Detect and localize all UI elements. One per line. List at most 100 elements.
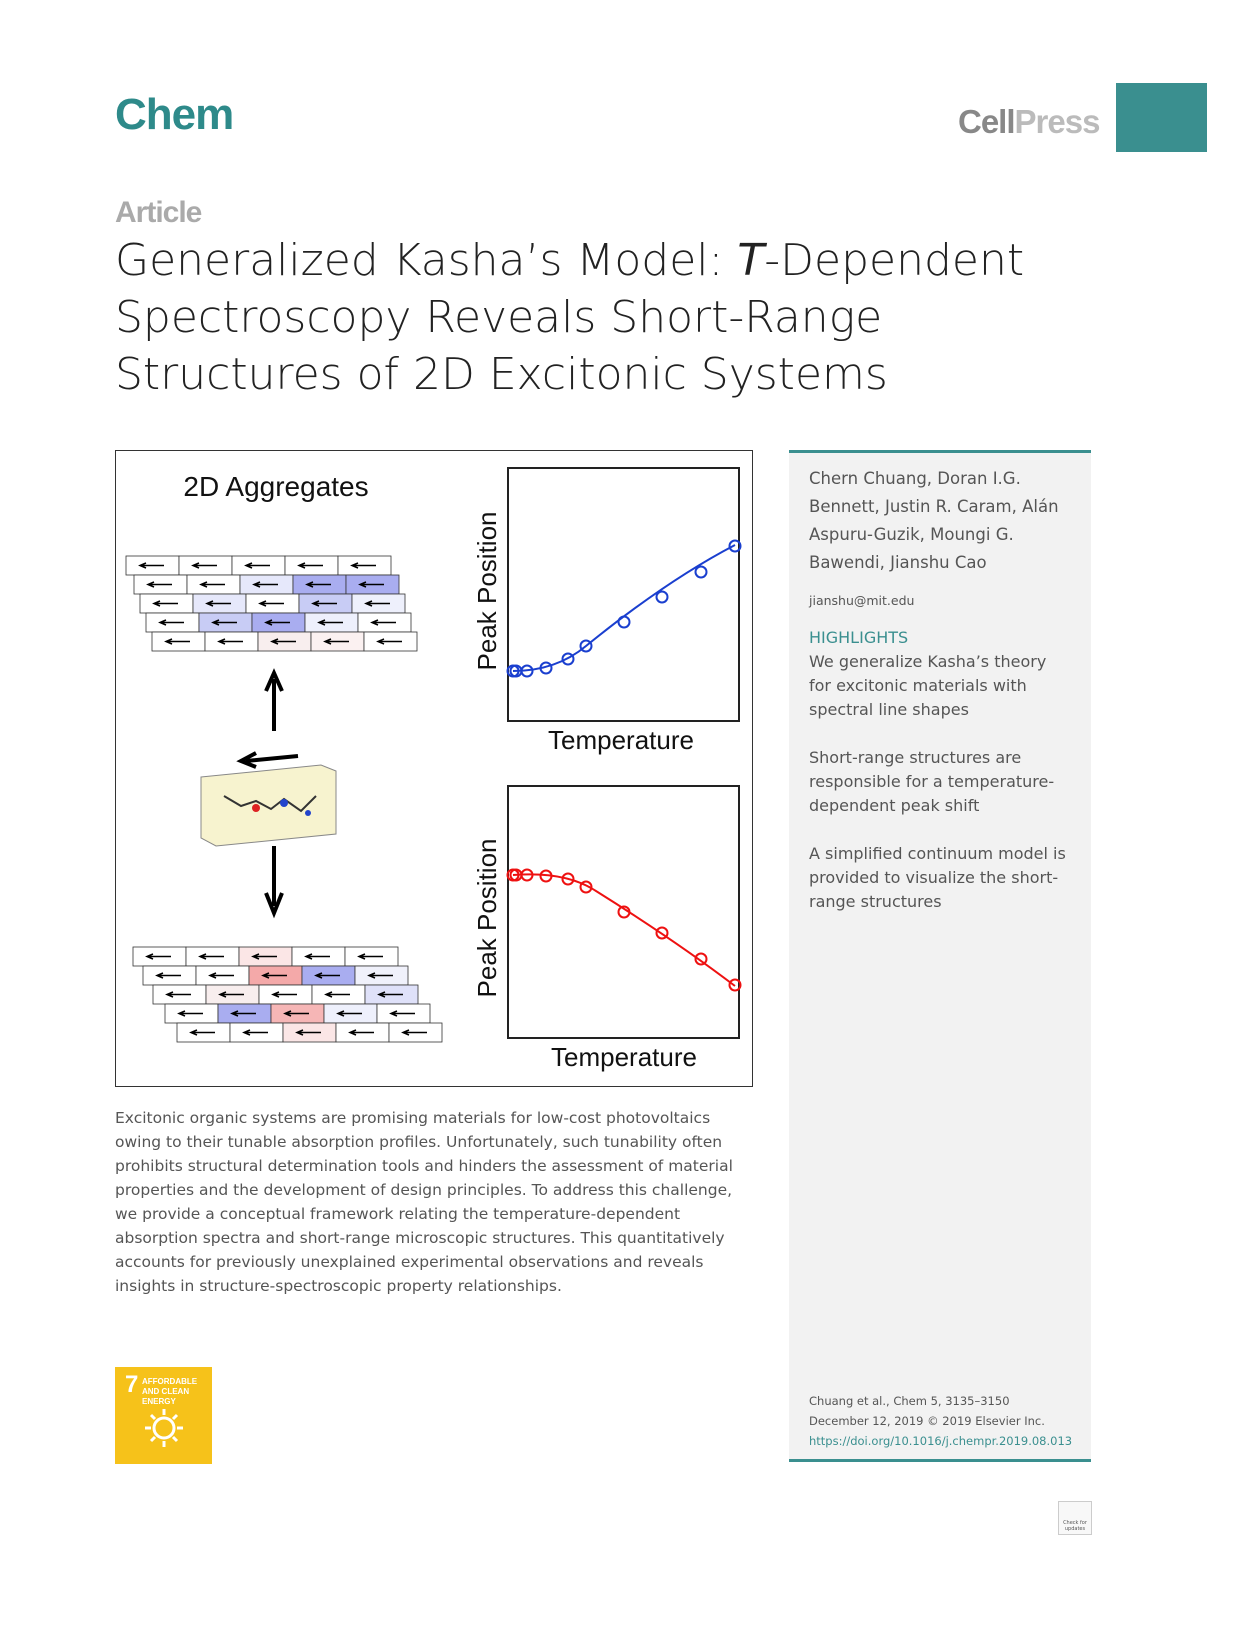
- brick-arrow: [158, 619, 184, 626]
- brick-arrow: [271, 991, 297, 998]
- atom: [280, 799, 288, 807]
- brick-arrow: [317, 619, 343, 626]
- point: [694, 952, 708, 966]
- brick-arrow: [336, 1010, 362, 1017]
- authors: Chern Chuang, Doran I.G. Bennett, Justin…: [809, 469, 1059, 572]
- molecule-box: [200, 764, 337, 847]
- brick-arrow: [270, 638, 296, 645]
- point: [728, 539, 742, 553]
- brick-arrow: [304, 953, 330, 960]
- brick-arrow: [311, 600, 337, 607]
- sdg-label: AFFORDABLE AND CLEAN ENERGY: [142, 1377, 198, 1406]
- highlight: We generalize Kasha’s theory for exciton…: [809, 652, 1047, 719]
- fit-curve: [512, 544, 736, 672]
- brick-arrow: [364, 600, 390, 607]
- teal-block: [1116, 83, 1207, 152]
- brick-arrow: [297, 562, 323, 569]
- atom: [305, 810, 311, 816]
- brick-arrow: [314, 972, 340, 979]
- sdg-number: 7: [125, 1371, 139, 1398]
- brick-arrow: [258, 600, 284, 607]
- arrow: [236, 751, 299, 769]
- graphical-abstract: 2D Aggregates Peak Position Temperature …: [115, 450, 753, 1087]
- sdg-icon: [145, 1409, 183, 1447]
- point: [655, 926, 669, 940]
- point: [561, 872, 575, 886]
- title-part: T: [737, 235, 765, 286]
- brick-arrow: [295, 1029, 321, 1036]
- journal-name: Chem: [115, 90, 234, 139]
- brick-arrow: [251, 953, 277, 960]
- brick-arrow: [211, 619, 237, 626]
- doi-link[interactable]: https://doi.org/10.1016/j.chempr.2019.08…: [809, 1434, 1073, 1448]
- molecule: [223, 795, 317, 813]
- brick-arrow: [138, 562, 164, 569]
- abstract: Excitonic organic systems are promising …: [115, 1109, 733, 1295]
- brick-arrow: [264, 619, 290, 626]
- brick-arrow: [189, 1029, 215, 1036]
- plot-frame: [507, 467, 740, 722]
- update-text: Check for updates: [1063, 1520, 1087, 1532]
- atom: [252, 804, 260, 812]
- title-part: Generalized Kasha’s Model:: [115, 235, 738, 286]
- brick-arrow: [350, 562, 376, 569]
- brick-arrow: [370, 619, 396, 626]
- brick-arrow: [358, 581, 384, 588]
- title: Generalized Kasha’s Model: T-Dependent S…: [115, 232, 1105, 403]
- brick-arrow: [177, 1010, 203, 1017]
- brick-arrow: [217, 638, 243, 645]
- point: [579, 639, 593, 653]
- brick-arrow: [146, 581, 172, 588]
- brick-arrow: [155, 972, 181, 979]
- brick-arrow: [199, 581, 225, 588]
- point: [539, 869, 553, 883]
- lattices: [125, 555, 443, 1043]
- brick-arrow: [244, 562, 270, 569]
- brick-arrow: [191, 562, 217, 569]
- point: [728, 978, 742, 992]
- citation: Chuang et al., Chem 5, 3135–3150: [809, 1394, 1010, 1408]
- brick-arrow: [283, 1010, 309, 1017]
- brick-arrow: [389, 1010, 415, 1017]
- points: [506, 539, 742, 992]
- brick-arrow: [348, 1029, 374, 1036]
- point: [617, 615, 631, 629]
- brick-arrow: [242, 1029, 268, 1036]
- brick-arrow: [152, 600, 178, 607]
- article-type: Article: [115, 196, 202, 229]
- arrow: [264, 668, 284, 731]
- title-part: -Dependent Spectroscopy Reveals Short-Ra…: [115, 235, 1025, 400]
- highlights-heading: HIGHLIGHTS: [809, 628, 909, 647]
- citation: December 12, 2019 © 2019 Elsevier Inc.: [809, 1414, 1045, 1428]
- publisher-part: Press: [1014, 103, 1101, 140]
- ga-label: 2D Aggregates: [183, 471, 368, 502]
- y-label: Peak Position: [472, 512, 502, 671]
- brick-arrow: [305, 581, 331, 588]
- arrow: [264, 846, 284, 919]
- point: [561, 652, 575, 666]
- brick-arrow: [145, 953, 171, 960]
- brick-arrow: [164, 638, 190, 645]
- point: [694, 565, 708, 579]
- fit-curve: [512, 873, 736, 987]
- brick-arrow: [323, 638, 349, 645]
- sidebar: Chern Chuang, Doran I.G. Bennett, Justin…: [789, 450, 1091, 1462]
- brick-arrow: [377, 991, 403, 998]
- brick-arrow: [261, 972, 287, 979]
- y-label: Peak Position: [472, 839, 502, 998]
- sdg-badge: 7 AFFORDABLE AND CLEAN ENERGY: [115, 1367, 212, 1464]
- point: [617, 905, 631, 919]
- highlight: Short-range structures are responsible f…: [809, 748, 1055, 815]
- brick-arrow: [165, 991, 191, 998]
- brick-arrow: [230, 1010, 256, 1017]
- brick-arrow: [198, 953, 224, 960]
- brick-arrow: [208, 972, 234, 979]
- brick-arrow: [252, 581, 278, 588]
- x-label: Temperature: [548, 725, 694, 755]
- publisher-part: Cell: [958, 103, 1016, 140]
- update-badge[interactable]: Check for updates: [1058, 1501, 1092, 1535]
- x-label: Temperature: [551, 1042, 697, 1072]
- brick-arrow: [324, 991, 350, 998]
- brick-arrow: [401, 1029, 427, 1036]
